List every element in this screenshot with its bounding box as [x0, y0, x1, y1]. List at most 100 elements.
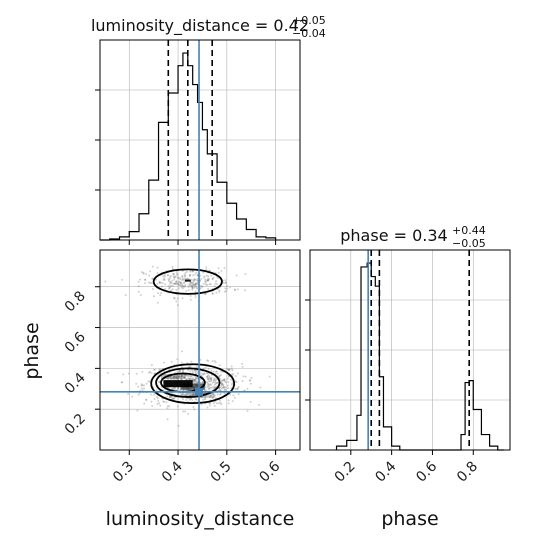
sample-point	[241, 365, 244, 368]
sample-point	[168, 286, 171, 289]
sample-point	[159, 404, 162, 407]
sample-point	[106, 371, 109, 374]
sample-point	[207, 278, 210, 281]
sample-point	[204, 398, 207, 401]
sample-point	[151, 287, 154, 290]
contour-line	[152, 268, 223, 295]
sample-point	[152, 368, 155, 371]
sample-point	[187, 285, 190, 288]
sample-point	[158, 402, 161, 405]
sample-point	[207, 384, 210, 387]
sample-point	[172, 273, 175, 276]
sample-point	[218, 375, 221, 378]
sample-point	[222, 281, 225, 284]
sample-point	[145, 382, 148, 385]
sample-point	[176, 405, 179, 408]
sample-point	[190, 278, 193, 281]
sample-point	[171, 284, 174, 287]
sample-point	[137, 285, 140, 288]
sample-point	[199, 378, 202, 381]
sample-point	[191, 369, 194, 372]
sample-point	[189, 394, 192, 397]
phase-hist-tick-label-x: 0.2	[332, 458, 359, 485]
sample-point	[175, 300, 178, 303]
sample-point	[213, 359, 216, 362]
sample-point	[246, 409, 249, 412]
sample-point	[185, 270, 188, 273]
sample-point	[156, 403, 159, 406]
sample-point	[221, 382, 224, 385]
sample-point	[249, 400, 252, 403]
sample-point	[223, 389, 226, 392]
sample-point	[205, 375, 208, 378]
sample-point	[215, 402, 218, 405]
sample-point	[222, 379, 225, 382]
phase-vs-luminosity-distance-panel: 0.3 0.4 0.5 0.6 0.2 0.4 0.6 0.8	[62, 249, 301, 486]
sample-point	[135, 372, 138, 375]
sample-point	[227, 402, 230, 405]
sample-point	[249, 382, 252, 385]
sample-point	[156, 272, 159, 275]
sample-point	[190, 374, 193, 377]
sample-point	[224, 282, 227, 285]
sample-point	[200, 396, 203, 399]
sample-point	[170, 282, 173, 285]
sample-point	[190, 397, 193, 400]
sample-point	[202, 381, 205, 384]
luminosity-distance-histogram-panel	[95, 39, 301, 245]
sample-point	[169, 281, 172, 284]
sample-point	[175, 280, 178, 283]
sample-point	[168, 277, 171, 280]
sample-point	[176, 283, 179, 286]
sample-point	[209, 404, 212, 407]
sample-point	[206, 283, 209, 286]
sample-point	[236, 388, 239, 391]
sample-point	[172, 296, 175, 299]
sample-point	[185, 378, 188, 381]
sample-point	[193, 278, 196, 281]
sample-point	[193, 370, 196, 373]
sample-point	[172, 377, 175, 380]
sample-point	[216, 393, 219, 396]
sample-point	[223, 378, 226, 381]
sample-point	[208, 386, 211, 389]
sample-point	[143, 384, 146, 387]
sample-point	[127, 372, 130, 375]
sample-point	[233, 396, 236, 399]
sample-point	[179, 283, 182, 286]
sample-point	[212, 370, 215, 373]
sample-point	[161, 282, 164, 285]
sample-point	[207, 368, 210, 371]
sample-point	[227, 387, 230, 390]
sample-point	[223, 378, 226, 381]
sample-point	[201, 372, 204, 375]
sample-point	[230, 378, 233, 381]
sample-point	[205, 280, 208, 283]
sample-point	[192, 283, 195, 286]
sample-point	[192, 393, 195, 396]
sample-point	[192, 377, 195, 380]
sample-point	[189, 281, 192, 284]
sample-point	[204, 395, 207, 398]
sample-point	[143, 402, 146, 405]
sample-point	[139, 293, 142, 296]
sample-point	[207, 277, 210, 280]
sample-point	[172, 375, 175, 378]
sample-point	[182, 393, 185, 396]
sample-point	[177, 375, 180, 378]
sample-point	[209, 402, 212, 405]
sample-point	[193, 378, 196, 381]
luminosity-distance-title: luminosity_distance = 0.42	[91, 16, 309, 36]
sample-point	[187, 277, 190, 280]
sample-point	[173, 282, 176, 285]
sample-point	[216, 381, 219, 384]
sample-point	[170, 396, 173, 399]
sample-point	[215, 282, 218, 285]
sample-point	[163, 278, 166, 281]
sample-point	[206, 382, 209, 385]
sample-point	[206, 279, 209, 282]
sample-point	[184, 272, 187, 275]
sample-point	[193, 381, 196, 384]
sample-point	[248, 379, 251, 382]
density-block	[180, 383, 205, 390]
